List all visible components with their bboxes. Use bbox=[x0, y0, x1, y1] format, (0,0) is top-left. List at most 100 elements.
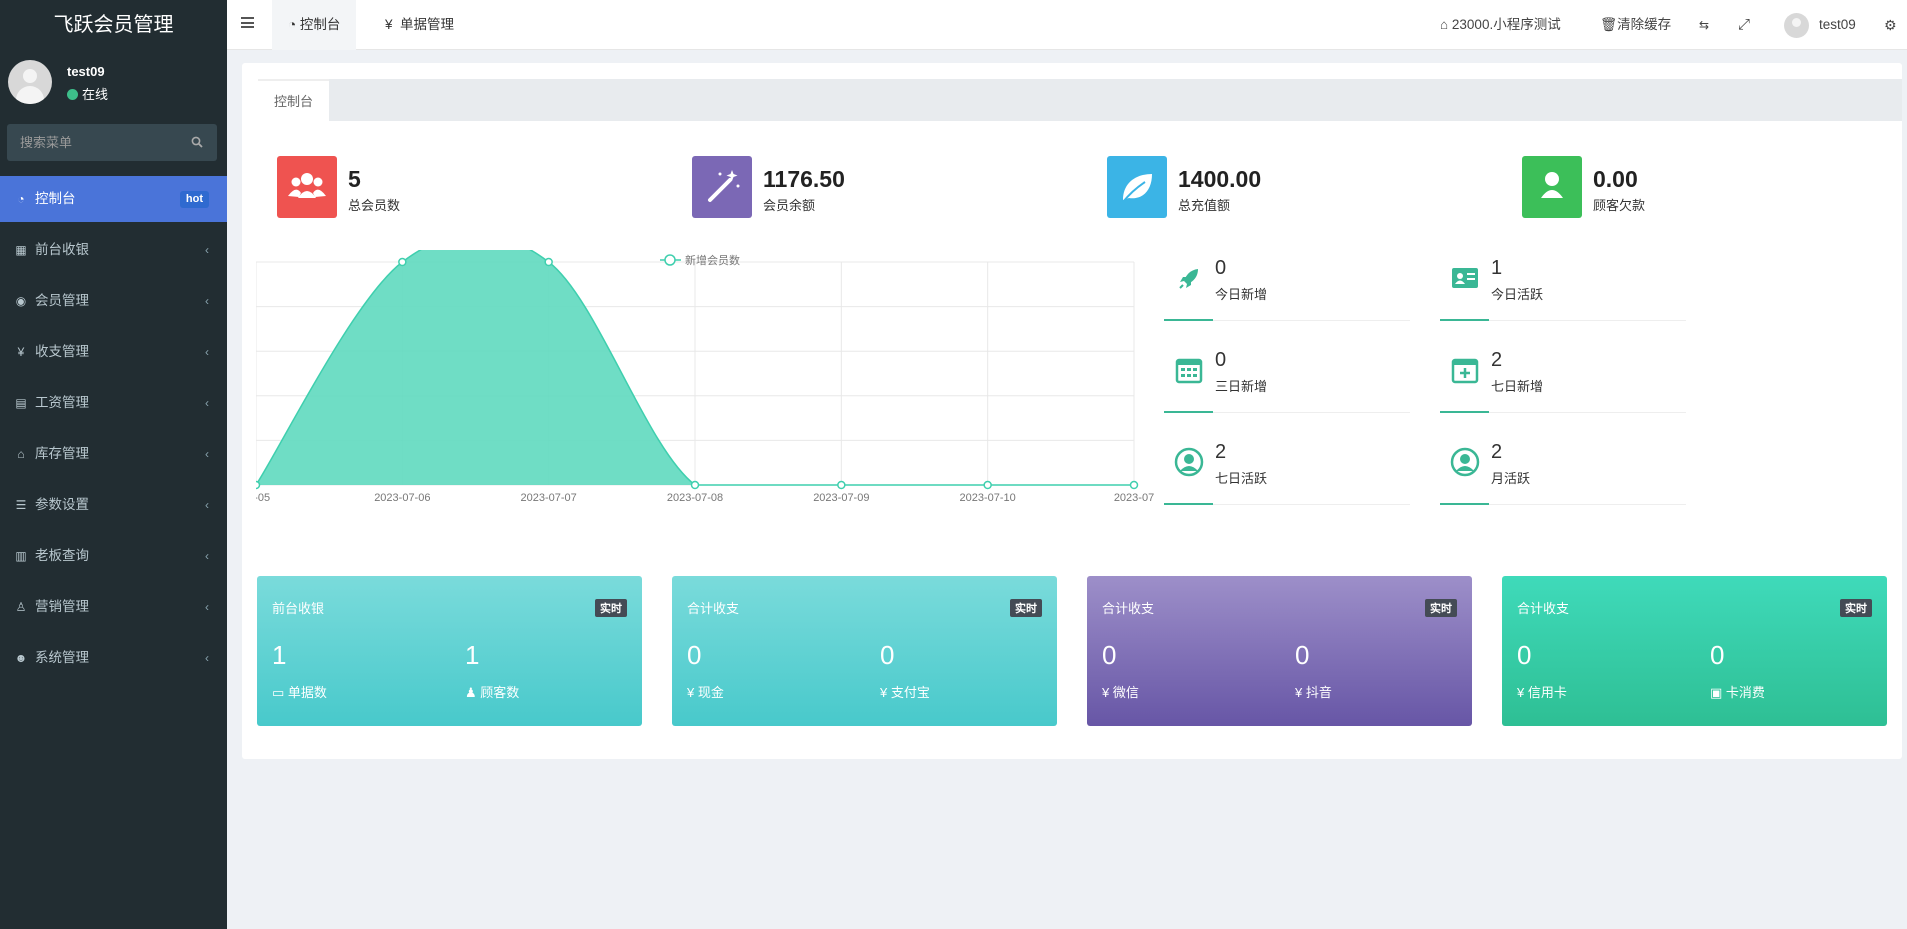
sidebar-item-dashboard[interactable]: ◔ 控制台 hot bbox=[0, 176, 227, 222]
mini-stat-today-new: 0 今日新增 bbox=[1164, 253, 1410, 321]
chevron-left-icon: ‹ bbox=[205, 600, 209, 614]
sidebar-item-label: 系统管理 bbox=[35, 650, 89, 665]
content-tabs: 控制台 bbox=[258, 79, 1902, 121]
card-value: 0 bbox=[1102, 640, 1117, 670]
stat-value: 5 bbox=[348, 166, 361, 192]
mini-stat-value: 2 bbox=[1491, 441, 1503, 463]
stat-label: 总充值额 bbox=[1178, 198, 1231, 213]
clear-cache-label: 清除缓存 bbox=[1617, 17, 1672, 32]
user-icon bbox=[1522, 156, 1582, 218]
search-icon[interactable] bbox=[191, 136, 203, 148]
card-title: 合计收支 bbox=[1517, 601, 1570, 616]
sidebar: 飞跃会员管理 test09 在线 ◔ 控制台 hot ▦ 前台收银 ‹ ◉ 会员管理 ‹ ¥… bbox=[0, 0, 227, 929]
legend-marker bbox=[664, 254, 676, 266]
realtime-badge: 实时 bbox=[1840, 599, 1872, 617]
chevron-left-icon: ‹ bbox=[205, 549, 209, 563]
translate-icon[interactable]: ⇆ bbox=[1699, 18, 1710, 32]
shop-link[interactable]: ⌂ 23000.小程序测试 bbox=[1440, 0, 1561, 50]
yen-icon: ¥ bbox=[17, 345, 25, 359]
settings-gear-icon[interactable]: ⚙ bbox=[1884, 17, 1897, 33]
sidebar-item-system[interactable]: ☻ 系统管理 ‹ bbox=[0, 635, 227, 686]
card-label: 顾客数 bbox=[480, 685, 520, 700]
card-income-credit: 合计收支 实时 0 ¥ 信用卡 0 ▣ 卡消费 bbox=[1502, 576, 1887, 726]
clear-cache-button[interactable]: 🗑清除缓存 bbox=[1600, 0, 1671, 50]
data-point bbox=[837, 480, 846, 490]
sidebar-item-label: 老板查询 bbox=[35, 548, 89, 563]
new-members-area-chart: 07-05 2023-07-06 2023-07-07 2023-07-08 2023-… bbox=[256, 250, 1154, 504]
card-value: 0 bbox=[1517, 640, 1532, 670]
tab-documents[interactable]: ¥ 单据管理 bbox=[369, 0, 470, 50]
sidebar-item-label: 库存管理 bbox=[35, 446, 89, 461]
content-tab-dashboard[interactable]: 控制台 bbox=[258, 79, 329, 121]
x-tick-label: 2023-07-08 bbox=[667, 492, 723, 504]
menu-toggle-icon[interactable] bbox=[241, 17, 254, 28]
card-label: ¥ 信用卡 bbox=[1517, 685, 1567, 700]
sidebar-item-inventory[interactable]: ⌂ 库存管理 ‹ bbox=[0, 431, 227, 482]
tab-dashboard[interactable]: ◔ 控制台 bbox=[272, 0, 357, 50]
sidebar-item-finance[interactable]: ¥ 收支管理 ‹ bbox=[0, 329, 227, 380]
card-label: ¥ 现金 bbox=[687, 685, 724, 700]
card-label: 单据数 bbox=[287, 685, 327, 700]
fullscreen-icon[interactable]: ⤢ bbox=[1738, 16, 1751, 33]
users-icon: ☻ bbox=[14, 651, 28, 665]
card-label: ¥ 微信 bbox=[1102, 685, 1139, 700]
mini-stat-value: 2 bbox=[1215, 441, 1227, 463]
mini-stat-value: 2 bbox=[1491, 349, 1503, 371]
online-dot-icon bbox=[67, 89, 78, 100]
home-icon: ⌂ bbox=[1440, 17, 1452, 32]
users-icon bbox=[277, 156, 337, 218]
id-card-icon bbox=[1452, 268, 1478, 288]
series-area bbox=[256, 250, 1134, 485]
data-point bbox=[1129, 480, 1139, 490]
navbar-username: test09 bbox=[1819, 17, 1856, 32]
user-menu[interactable]: test09 bbox=[1784, 0, 1856, 50]
sidebar-item-members[interactable]: ◉ 会员管理 ‹ bbox=[0, 278, 227, 329]
chevron-left-icon: ‹ bbox=[205, 294, 209, 308]
magic-wand-icon bbox=[692, 156, 752, 218]
sidebar-item-label: 控制台 bbox=[35, 191, 76, 206]
sidebar-search bbox=[7, 124, 217, 161]
card-title: 合计收支 bbox=[1102, 601, 1155, 616]
calendar-icon: ▭ bbox=[272, 685, 288, 700]
dashboard-icon: ◔ bbox=[288, 17, 300, 32]
sidebar-item-cashier[interactable]: ▦ 前台收银 ‹ bbox=[0, 227, 227, 278]
bank-icon: ⌂ bbox=[17, 447, 25, 461]
yen-icon: ¥ bbox=[385, 17, 401, 32]
dashboard-icon: ◔ bbox=[17, 192, 25, 206]
x-tick-label: 2023-07-10 bbox=[960, 492, 1016, 504]
chevron-left-icon: ‹ bbox=[205, 651, 209, 665]
tab-label: 控制台 bbox=[299, 17, 341, 32]
shop-name: 23000.小程序测试 bbox=[1451, 17, 1561, 32]
x-tick-label: 2023-07-07 bbox=[521, 492, 577, 504]
data-point bbox=[983, 480, 992, 490]
chevron-left-icon: ‹ bbox=[205, 345, 209, 359]
realtime-badge: 实时 bbox=[595, 599, 627, 617]
sidebar-item-settings[interactable]: ☰ 参数设置 ‹ bbox=[0, 482, 227, 533]
data-point bbox=[544, 257, 553, 267]
sidebar-item-marketing[interactable]: ♙ 营销管理 ‹ bbox=[0, 584, 227, 635]
series-line bbox=[256, 250, 1134, 486]
sidebar-item-label: 前台收银 bbox=[35, 242, 89, 257]
leaf-icon bbox=[1107, 156, 1167, 218]
stat-value: 0.00 bbox=[1593, 166, 1638, 192]
mini-stat-label: 七日活跃 bbox=[1215, 471, 1268, 486]
sidebar-item-boss-query[interactable]: ▥ 老板查询 ‹ bbox=[0, 533, 227, 584]
card-label: ¥ 支付宝 bbox=[880, 685, 930, 700]
mini-stat-today-active: 1 今日活跃 bbox=[1440, 253, 1686, 321]
rocket-icon bbox=[1179, 269, 1198, 289]
stat-label: 顾客欠款 bbox=[1593, 198, 1646, 213]
x-tick-label: 07-05 bbox=[256, 492, 270, 504]
card-income-cash: 合计收支 实时 0 ¥ 现金 0 ¥ 支付宝 bbox=[672, 576, 1057, 726]
mini-stat-value: 1 bbox=[1491, 257, 1503, 279]
search-input[interactable] bbox=[7, 124, 177, 161]
mini-stat-7day-new: 2 七日新增 bbox=[1440, 345, 1686, 413]
chevron-left-icon: ‹ bbox=[205, 243, 209, 257]
card-cashier: 前台收银 实时 1 ▭ 单据数 1 ♟ 顾客数 bbox=[257, 576, 642, 726]
sidebar-item-label: 会员管理 bbox=[35, 293, 89, 308]
mini-stat-label: 今日新增 bbox=[1215, 287, 1268, 302]
sidebar-item-salary[interactable]: ▤ 工资管理 ‹ bbox=[0, 380, 227, 431]
user-circle-icon bbox=[1174, 447, 1204, 477]
card-title: 前台收银 bbox=[272, 601, 325, 616]
stat-label: 会员余额 bbox=[763, 198, 816, 213]
list-icon: ☰ bbox=[15, 498, 27, 512]
